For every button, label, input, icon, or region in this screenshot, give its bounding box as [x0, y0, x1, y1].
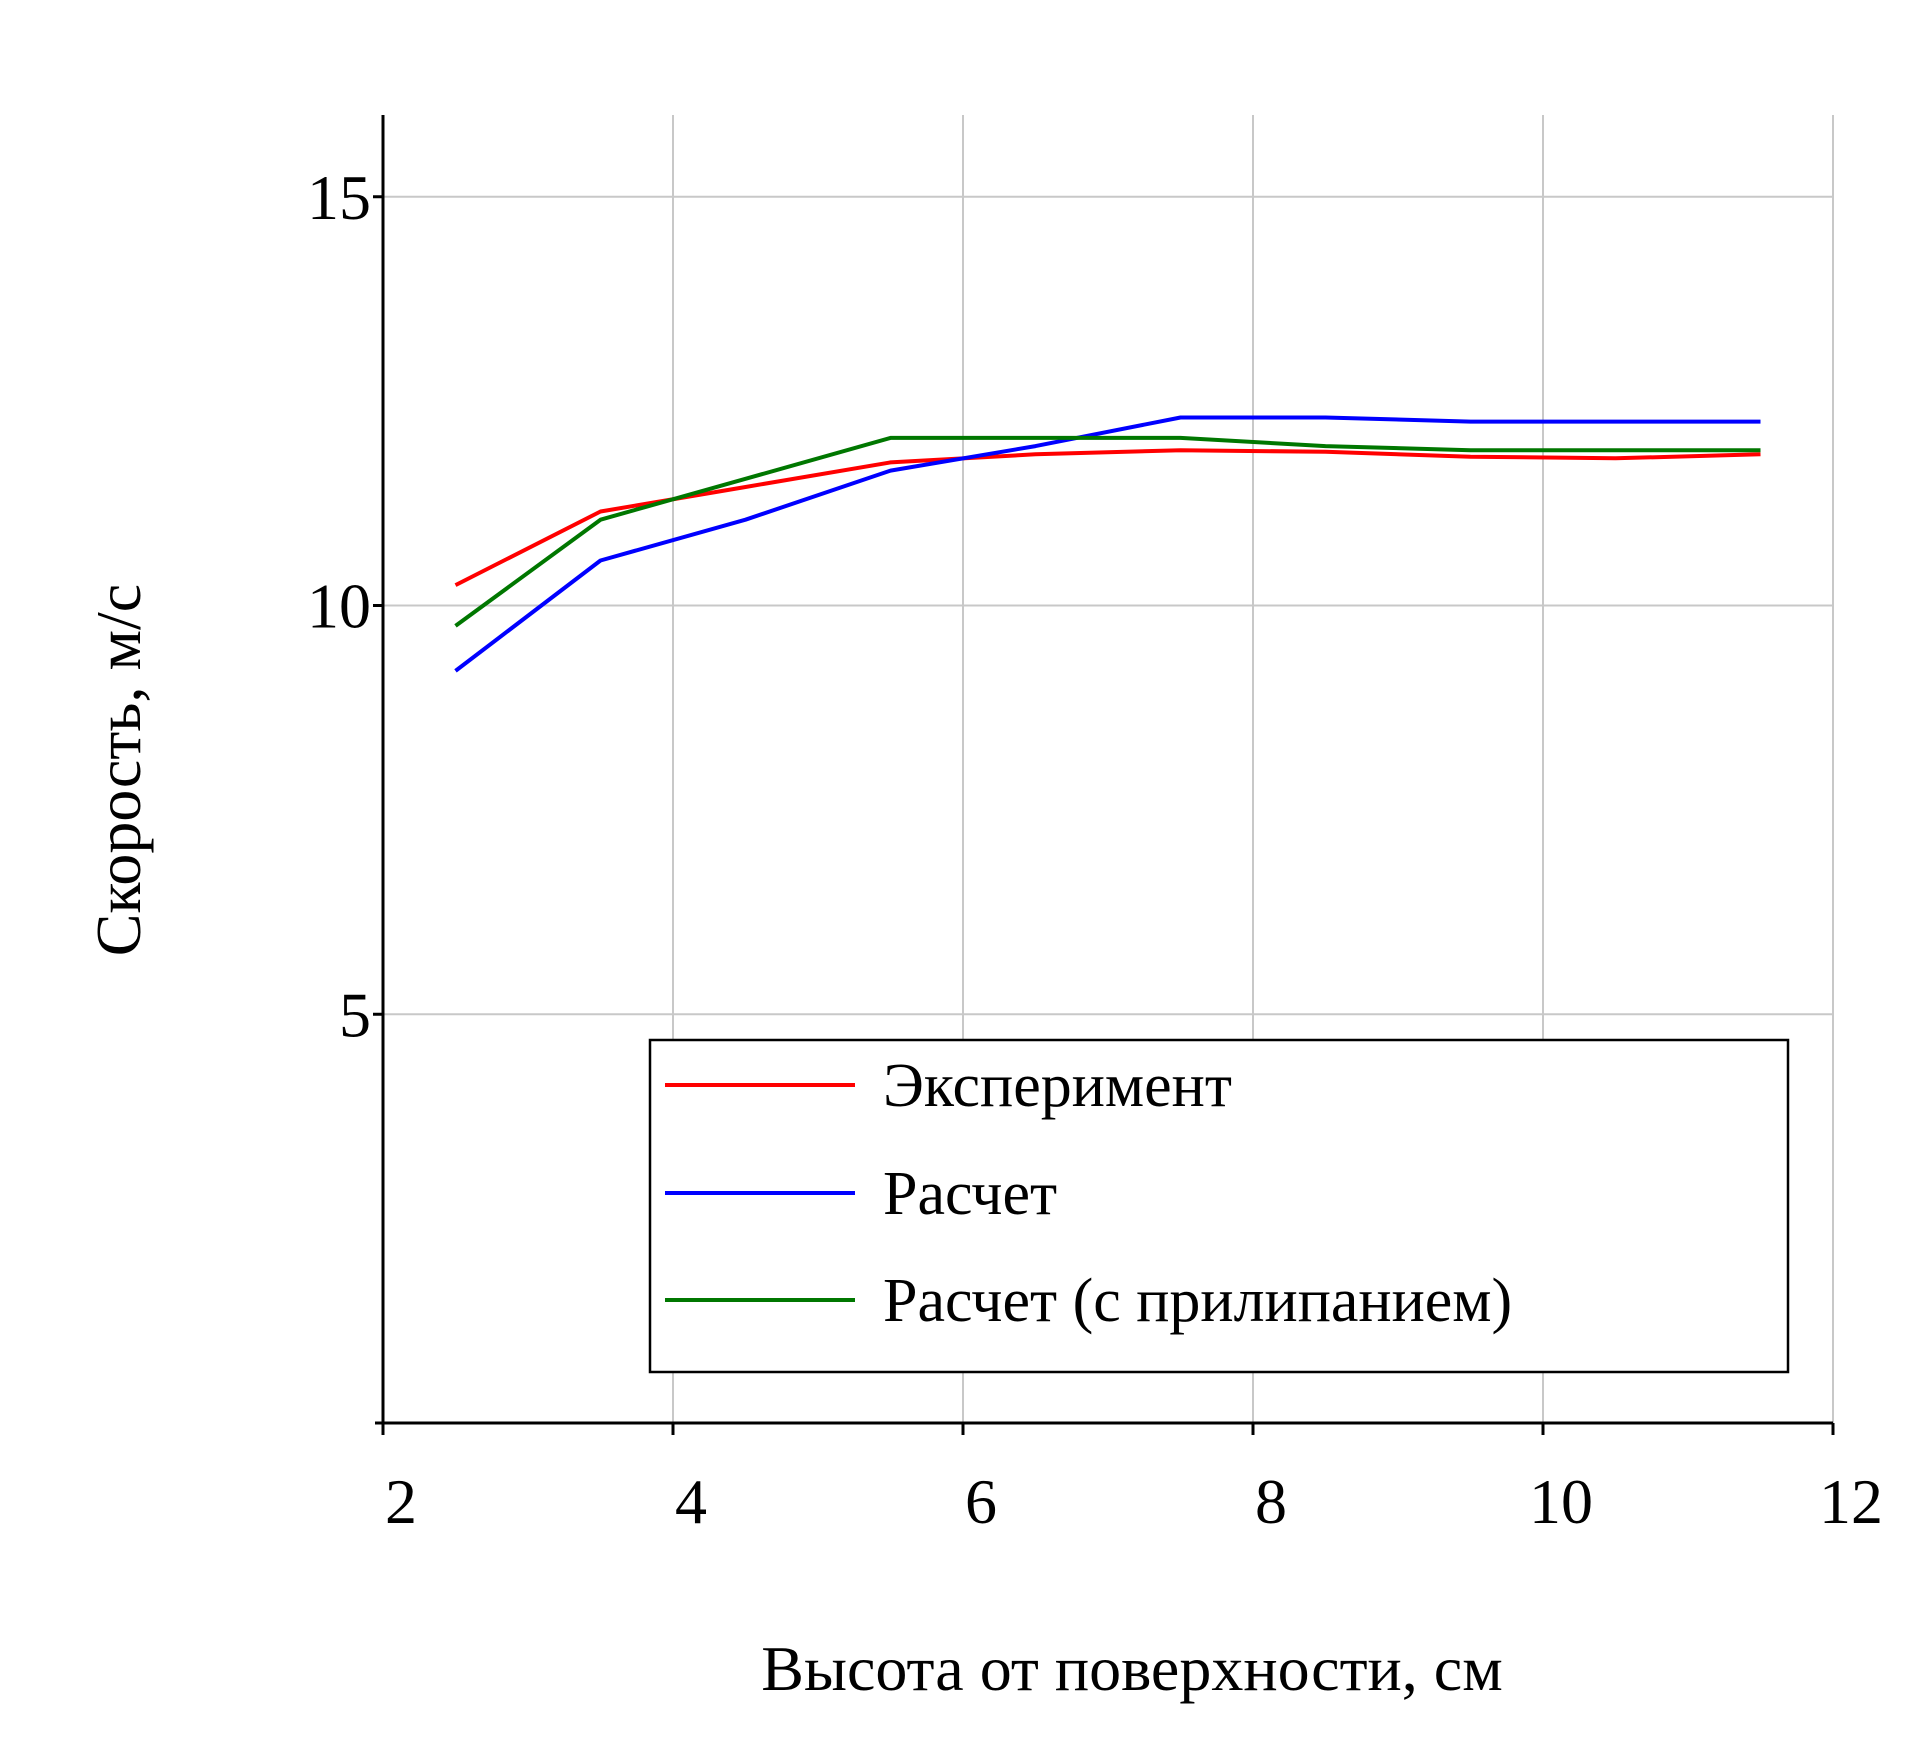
y-tick-label: 5	[339, 979, 371, 1050]
tick-labels: 2 4 6 8 10 12 5 10 15	[307, 162, 1883, 1537]
series-line-1	[454, 448, 1761, 587]
x-axis-title: Высота от поверхности, см	[761, 1633, 1502, 1704]
x-tick-label: 4	[675, 1466, 707, 1537]
series-line-3	[454, 435, 1761, 628]
legend-label-3: Расчет (с прилипанием)	[883, 1267, 1512, 1335]
x-tick-label: 12	[1819, 1466, 1883, 1537]
series-line-2	[454, 415, 1761, 673]
x-tick-label: 6	[965, 1466, 997, 1537]
legend-label-2: Расчет	[883, 1160, 1057, 1228]
axes	[373, 115, 1835, 1435]
data-series	[454, 415, 1761, 673]
legend-label-1: Эксперимент	[883, 1052, 1232, 1120]
x-tick-label: 10	[1529, 1466, 1593, 1537]
grid	[383, 115, 1834, 1423]
legend-box	[648, 1038, 1790, 1374]
x-tick-label: 2	[385, 1466, 417, 1537]
y-axis-title: Скорость, м/с	[83, 584, 154, 956]
x-tick-label: 8	[1255, 1466, 1287, 1537]
y-tick-label: 15	[307, 162, 371, 233]
y-tick-label: 10	[307, 571, 371, 642]
legend: Эксперимент Расчет Расчет (с прилипанием)	[648, 1038, 1790, 1374]
